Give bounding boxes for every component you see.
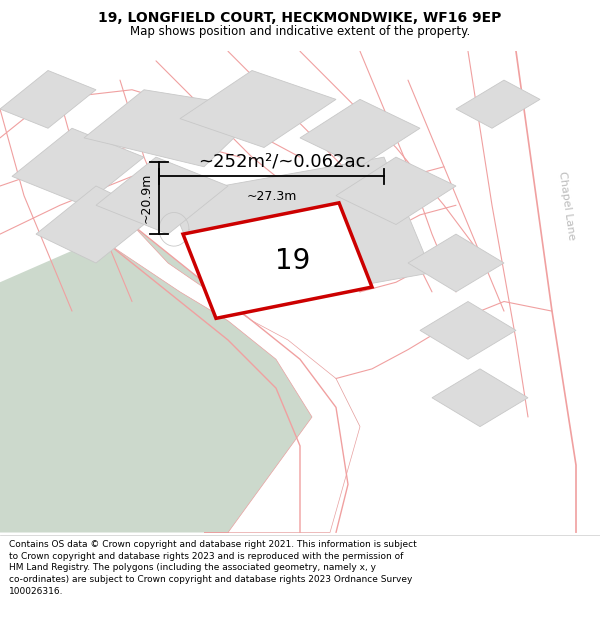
Polygon shape: [84, 90, 264, 167]
Polygon shape: [180, 71, 336, 148]
Text: 19, LONGFIELD COURT, HECKMONDWIKE, WF16 9EP: 19, LONGFIELD COURT, HECKMONDWIKE, WF16 …: [98, 11, 502, 25]
Polygon shape: [108, 224, 360, 532]
Polygon shape: [12, 128, 144, 205]
Polygon shape: [36, 186, 156, 263]
Polygon shape: [96, 157, 228, 234]
Polygon shape: [0, 71, 96, 128]
Text: 19: 19: [275, 247, 310, 274]
Text: Contains OS data © Crown copyright and database right 2021. This information is : Contains OS data © Crown copyright and d…: [9, 540, 417, 596]
Polygon shape: [300, 99, 420, 167]
Polygon shape: [432, 369, 528, 427]
Polygon shape: [420, 301, 516, 359]
Polygon shape: [168, 157, 432, 311]
Text: Map shows position and indicative extent of the property.: Map shows position and indicative extent…: [130, 26, 470, 39]
Text: ~252m²/~0.062ac.: ~252m²/~0.062ac.: [198, 153, 371, 171]
Polygon shape: [183, 203, 372, 318]
Text: Chapel Lane: Chapel Lane: [557, 170, 577, 240]
Polygon shape: [0, 224, 360, 532]
Polygon shape: [456, 80, 540, 128]
Polygon shape: [408, 234, 504, 292]
Polygon shape: [336, 157, 456, 224]
Text: ~20.9m: ~20.9m: [139, 173, 152, 223]
Text: ~27.3m: ~27.3m: [247, 190, 296, 203]
